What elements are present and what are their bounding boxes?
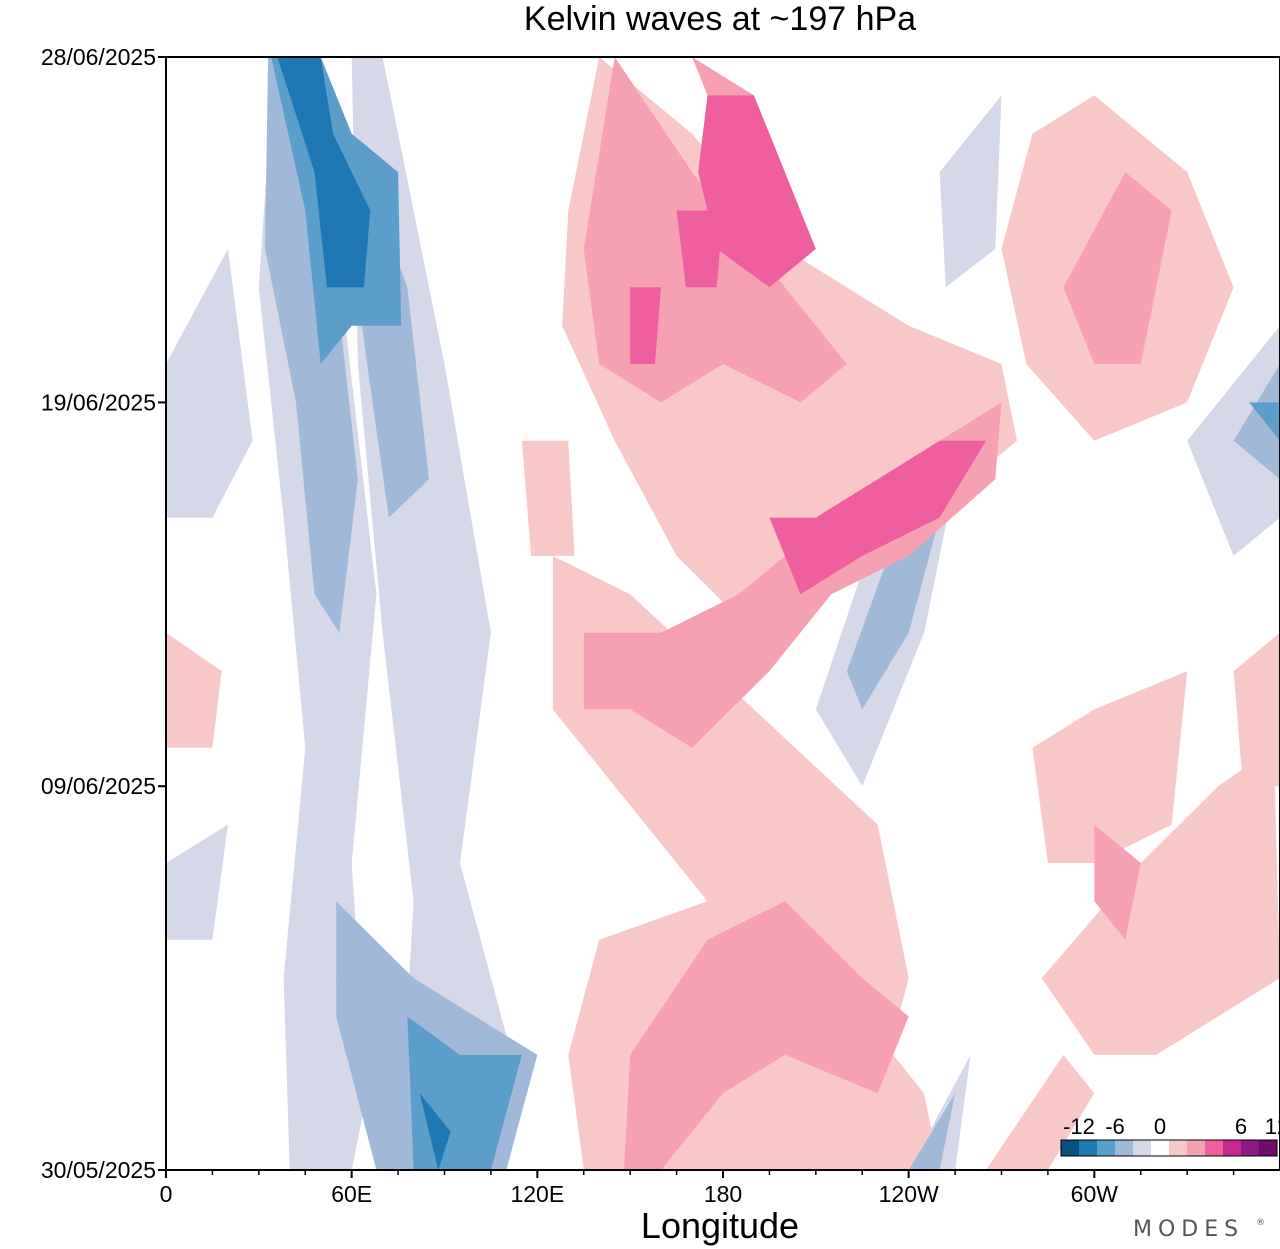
negative-anomaly-region <box>166 248 253 518</box>
colorbar-swatch <box>1259 1140 1278 1156</box>
chart-title: Kelvin waves at ~197 hPa <box>524 0 916 38</box>
negative-anomaly-region <box>908 1054 971 1170</box>
colorbar-swatch <box>1079 1140 1098 1156</box>
colorbar-label: 12 <box>1265 1114 1280 1139</box>
negative-anomaly-region <box>908 1093 956 1170</box>
x-tick-label: 120W <box>879 1181 939 1207</box>
positive-anomaly-region <box>1233 632 1280 787</box>
colorbar-swatch <box>1223 1140 1242 1156</box>
colorbar-swatch <box>1187 1140 1206 1156</box>
x-tick-label: 120E <box>510 1181 564 1207</box>
positive-anomaly-region <box>624 901 909 1170</box>
colorbar-swatch <box>1205 1140 1224 1156</box>
x-axis: 0 60E 120E 180 120W 60W <box>160 1170 1235 1207</box>
x-tick-label: 0 <box>160 1181 173 1207</box>
negative-anomaly-region <box>265 57 358 633</box>
positive-anomaly-region <box>166 632 222 748</box>
positive-anomaly-region <box>521 440 575 556</box>
negative-anomaly-region <box>277 57 371 288</box>
colorbar-label: -12 <box>1063 1114 1095 1139</box>
y-tick-label: 30/05/2025 <box>41 1157 156 1183</box>
positive-anomaly-region <box>630 287 662 364</box>
modes-brand: MODES <box>1133 1217 1244 1242</box>
positive-anomaly-region <box>1063 172 1172 364</box>
x-tick-label: 60E <box>331 1181 372 1207</box>
y-tick-label: 09/06/2025 <box>41 773 156 799</box>
y-axis: 30/05/2025 09/06/2025 19/06/2025 28/06/2025 <box>41 44 166 1183</box>
y-tick-label: 28/06/2025 <box>41 44 156 70</box>
positive-anomaly-region <box>1041 747 1280 1055</box>
colorbar-swatch <box>1115 1140 1134 1156</box>
positive-anomaly-region <box>676 210 723 288</box>
colorbar: -12 -6 0 6 12 <box>1060 1114 1280 1157</box>
colorbar-label: 0 <box>1154 1114 1166 1139</box>
colorbar-label: -6 <box>1105 1114 1125 1139</box>
x-tick-label: 60W <box>1071 1181 1119 1207</box>
colorbar-swatch <box>1241 1140 1260 1156</box>
y-tick-label: 19/06/2025 <box>41 389 156 415</box>
colorbar-label: 6 <box>1235 1114 1247 1139</box>
colorbar-swatch <box>1169 1140 1188 1156</box>
negative-anomaly-region <box>419 1093 451 1170</box>
colorbar-swatch <box>1061 1140 1080 1156</box>
registered-mark: ® <box>1256 1218 1265 1228</box>
colorbar-frame <box>1060 1139 1278 1157</box>
negative-anomaly-region <box>1233 364 1280 480</box>
colorbar-swatch <box>1133 1140 1152 1156</box>
colorbar-swatch <box>1097 1140 1116 1156</box>
positive-anomaly-region <box>986 1054 1095 1170</box>
negative-anomaly-region <box>846 517 940 710</box>
positive-anomaly-region <box>769 440 986 595</box>
positive-anomaly-region <box>1094 824 1141 940</box>
negative-anomaly-region <box>939 95 1002 288</box>
positive-anomaly-region <box>1032 671 1188 863</box>
x-tick-label: 180 <box>704 1181 742 1207</box>
contour-regions <box>166 57 1280 1170</box>
colorbar-swatch <box>1151 1140 1170 1156</box>
positive-anomaly-region <box>698 95 816 288</box>
negative-anomaly-region <box>166 824 228 940</box>
x-axis-title: Longitude <box>641 1205 799 1246</box>
negative-anomaly-region <box>1249 402 1280 441</box>
negative-anomaly-region <box>1187 325 1280 556</box>
